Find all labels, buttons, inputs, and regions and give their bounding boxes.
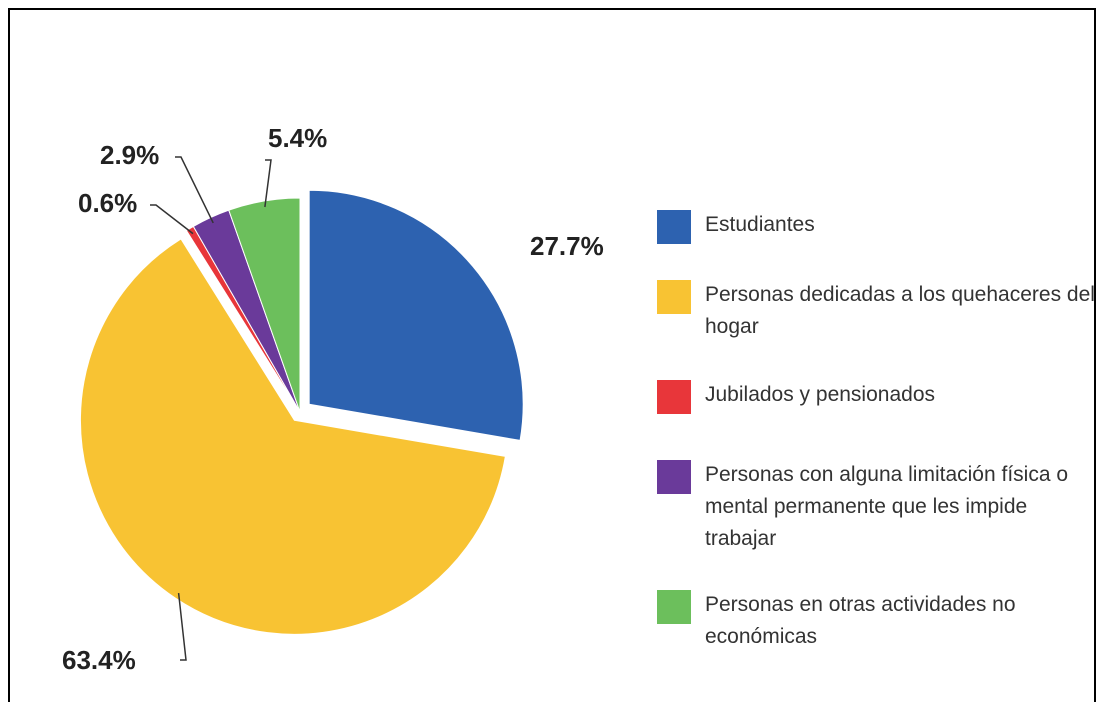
legend-item: Jubilados y pensionados bbox=[657, 380, 1095, 414]
leader-line bbox=[177, 592, 187, 661]
legend-label: Personas en otras actividades no económi… bbox=[705, 593, 1016, 648]
frame bbox=[8, 8, 1096, 702]
legend-swatch bbox=[657, 460, 691, 494]
value-label: 63.4% bbox=[62, 645, 136, 675]
leader-line bbox=[264, 159, 272, 208]
legend-item: Personas dedicadas a los quehaceres del … bbox=[657, 280, 1095, 343]
legend-label: Estudiantes bbox=[705, 213, 815, 236]
pie-slice bbox=[308, 189, 524, 441]
legend-swatch bbox=[657, 590, 691, 624]
leader-line bbox=[150, 204, 194, 235]
legend-label: Personas con alguna limitación física o … bbox=[705, 463, 1069, 550]
value-label: 27.7% bbox=[530, 231, 604, 261]
value-label: 0.6% bbox=[78, 188, 137, 218]
legend-swatch bbox=[657, 210, 691, 244]
legend-label: Jubilados y pensionados bbox=[705, 383, 935, 406]
legend-swatch bbox=[657, 280, 691, 314]
pie-slice bbox=[228, 197, 301, 413]
legend-swatch bbox=[657, 380, 691, 414]
value-label: 5.4% bbox=[268, 123, 327, 153]
pie-slice bbox=[79, 238, 506, 635]
legend-item: Personas en otras actividades no económi… bbox=[657, 590, 1095, 653]
value-label: 2.9% bbox=[100, 140, 159, 170]
legend-label: Personas dedicadas a los quehaceres del … bbox=[705, 283, 1095, 338]
leader-line bbox=[175, 156, 214, 224]
legend-item: Personas con alguna limitación física o … bbox=[657, 460, 1095, 555]
legend-item: Estudiantes bbox=[657, 210, 1095, 244]
